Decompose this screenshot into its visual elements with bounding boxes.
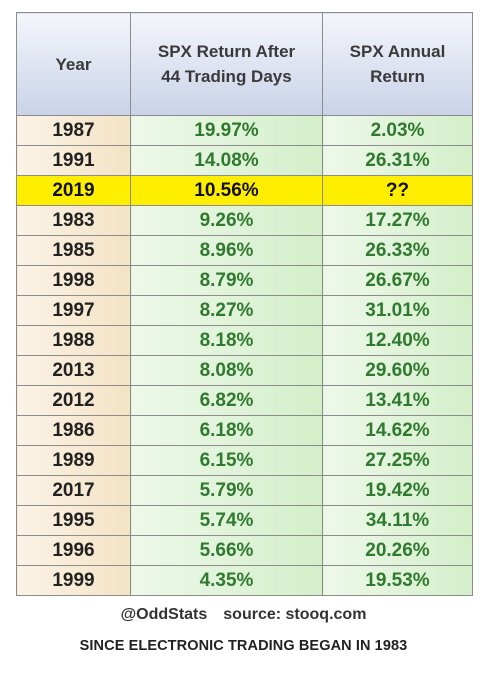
year-cell: 1987 xyxy=(16,115,131,146)
header-annual-return-line-1: SPX Annual xyxy=(349,42,446,61)
annual-return-cell: 19.53% xyxy=(322,565,473,596)
year-cell: 1986 xyxy=(16,415,131,446)
return-44d-cell: 19.97% xyxy=(130,115,323,146)
return-44d-cell: 8.27% xyxy=(130,295,323,326)
header-annual-return: SPX Annual Return xyxy=(322,12,473,116)
annual-return-cell: ?? xyxy=(322,175,473,206)
header-year-line: Year xyxy=(55,54,92,74)
annual-return-cell: 13.41% xyxy=(322,385,473,416)
return-44d-cell: 5.66% xyxy=(130,535,323,566)
return-44d-cell: 4.35% xyxy=(130,565,323,596)
table-row: 1989 6.15% 27.25% xyxy=(16,445,473,476)
return-44d-cell: 8.96% xyxy=(130,235,323,266)
return-44d-cell: 8.18% xyxy=(130,325,323,356)
annual-return-cell: 26.33% xyxy=(322,235,473,266)
table-row: 1988 8.18% 12.40% xyxy=(16,325,473,356)
return-44d-cell: 6.15% xyxy=(130,445,323,476)
table-row: 1985 8.96% 26.33% xyxy=(16,235,473,266)
annual-return-cell: 2.03% xyxy=(322,115,473,146)
table-row: 1991 14.08% 26.31% xyxy=(16,145,473,176)
year-cell: 2013 xyxy=(16,355,131,386)
table-row: 1983 9.26% 17.27% xyxy=(16,205,473,236)
table-row: 1999 4.35% 19.53% xyxy=(16,565,473,596)
author-handle: @OddStats xyxy=(120,606,208,623)
return-44d-cell: 5.74% xyxy=(130,505,323,536)
header-44-day-return-line-1: SPX Return After xyxy=(157,42,296,61)
year-cell: 1995 xyxy=(16,505,131,536)
data-source: source: stooq.com xyxy=(223,606,367,623)
annual-return-cell: 27.25% xyxy=(322,445,473,476)
spx-returns-table: Year SPX Return After 44 Trading Days SP… xyxy=(16,12,473,596)
table-row: 1987 19.97% 2.03% xyxy=(16,115,473,146)
table-row: 1986 6.18% 14.62% xyxy=(16,415,473,446)
return-44d-cell: 10.56% xyxy=(130,175,323,206)
footnote: SINCE ELECTRONIC TRADING BEGAN IN 1983 xyxy=(79,638,408,654)
attribution-line: @OddStats source: stooq.com xyxy=(0,606,487,624)
table-body: 1987 19.97% 2.03% 1991 14.08% 26.31% 2019 10.56… xyxy=(16,115,473,596)
return-44d-cell: 8.08% xyxy=(130,355,323,386)
return-44d-cell: 5.79% xyxy=(130,475,323,506)
header-annual-return-line-2: Return xyxy=(370,67,425,86)
year-cell: 2012 xyxy=(16,385,131,416)
header-44-day-return-line-2: 44 Trading Days xyxy=(161,67,292,86)
table-row: 1998 8.79% 26.67% xyxy=(16,265,473,296)
table-row: 2017 5.79% 19.42% xyxy=(16,475,473,506)
header-44-day-return: SPX Return After 44 Trading Days xyxy=(130,12,323,116)
year-cell: 2019 xyxy=(16,175,131,206)
table-row: 1996 5.66% 20.26% xyxy=(16,535,473,566)
table-row: 2013 8.08% 29.60% xyxy=(16,355,473,386)
year-cell: 1991 xyxy=(16,145,131,176)
year-cell: 1989 xyxy=(16,445,131,476)
header-row: Year SPX Return After 44 Trading Days SP… xyxy=(16,12,473,116)
annual-return-cell: 26.67% xyxy=(322,265,473,296)
year-cell: 1997 xyxy=(16,295,131,326)
annual-return-cell: 17.27% xyxy=(322,205,473,236)
return-44d-cell: 14.08% xyxy=(130,145,323,176)
year-cell: 1983 xyxy=(16,205,131,236)
year-cell: 2017 xyxy=(16,475,131,506)
annual-return-cell: 19.42% xyxy=(322,475,473,506)
annual-return-cell: 14.62% xyxy=(322,415,473,446)
return-44d-cell: 6.18% xyxy=(130,415,323,446)
table-row: 1997 8.27% 31.01% xyxy=(16,295,473,326)
table-row: 1995 5.74% 34.11% xyxy=(16,505,473,536)
year-cell: 1999 xyxy=(16,565,131,596)
return-44d-cell: 8.79% xyxy=(130,265,323,296)
annual-return-cell: 29.60% xyxy=(322,355,473,386)
annual-return-cell: 20.26% xyxy=(322,535,473,566)
annual-return-cell: 34.11% xyxy=(322,505,473,536)
table-row-highlighted: 2019 10.56%?? xyxy=(16,175,473,206)
annual-return-cell: 26.31% xyxy=(322,145,473,176)
table-row: 2012 6.82% 13.41% xyxy=(16,385,473,416)
year-cell: 1988 xyxy=(16,325,131,356)
return-44d-cell: 6.82% xyxy=(130,385,323,416)
return-44d-cell: 9.26% xyxy=(130,205,323,236)
annual-return-cell: 12.40% xyxy=(322,325,473,356)
year-cell: 1998 xyxy=(16,265,131,296)
header-year: Year xyxy=(16,12,131,116)
annual-return-cell: 31.01% xyxy=(322,295,473,326)
year-cell: 1996 xyxy=(16,535,131,566)
year-cell: 1985 xyxy=(16,235,131,266)
